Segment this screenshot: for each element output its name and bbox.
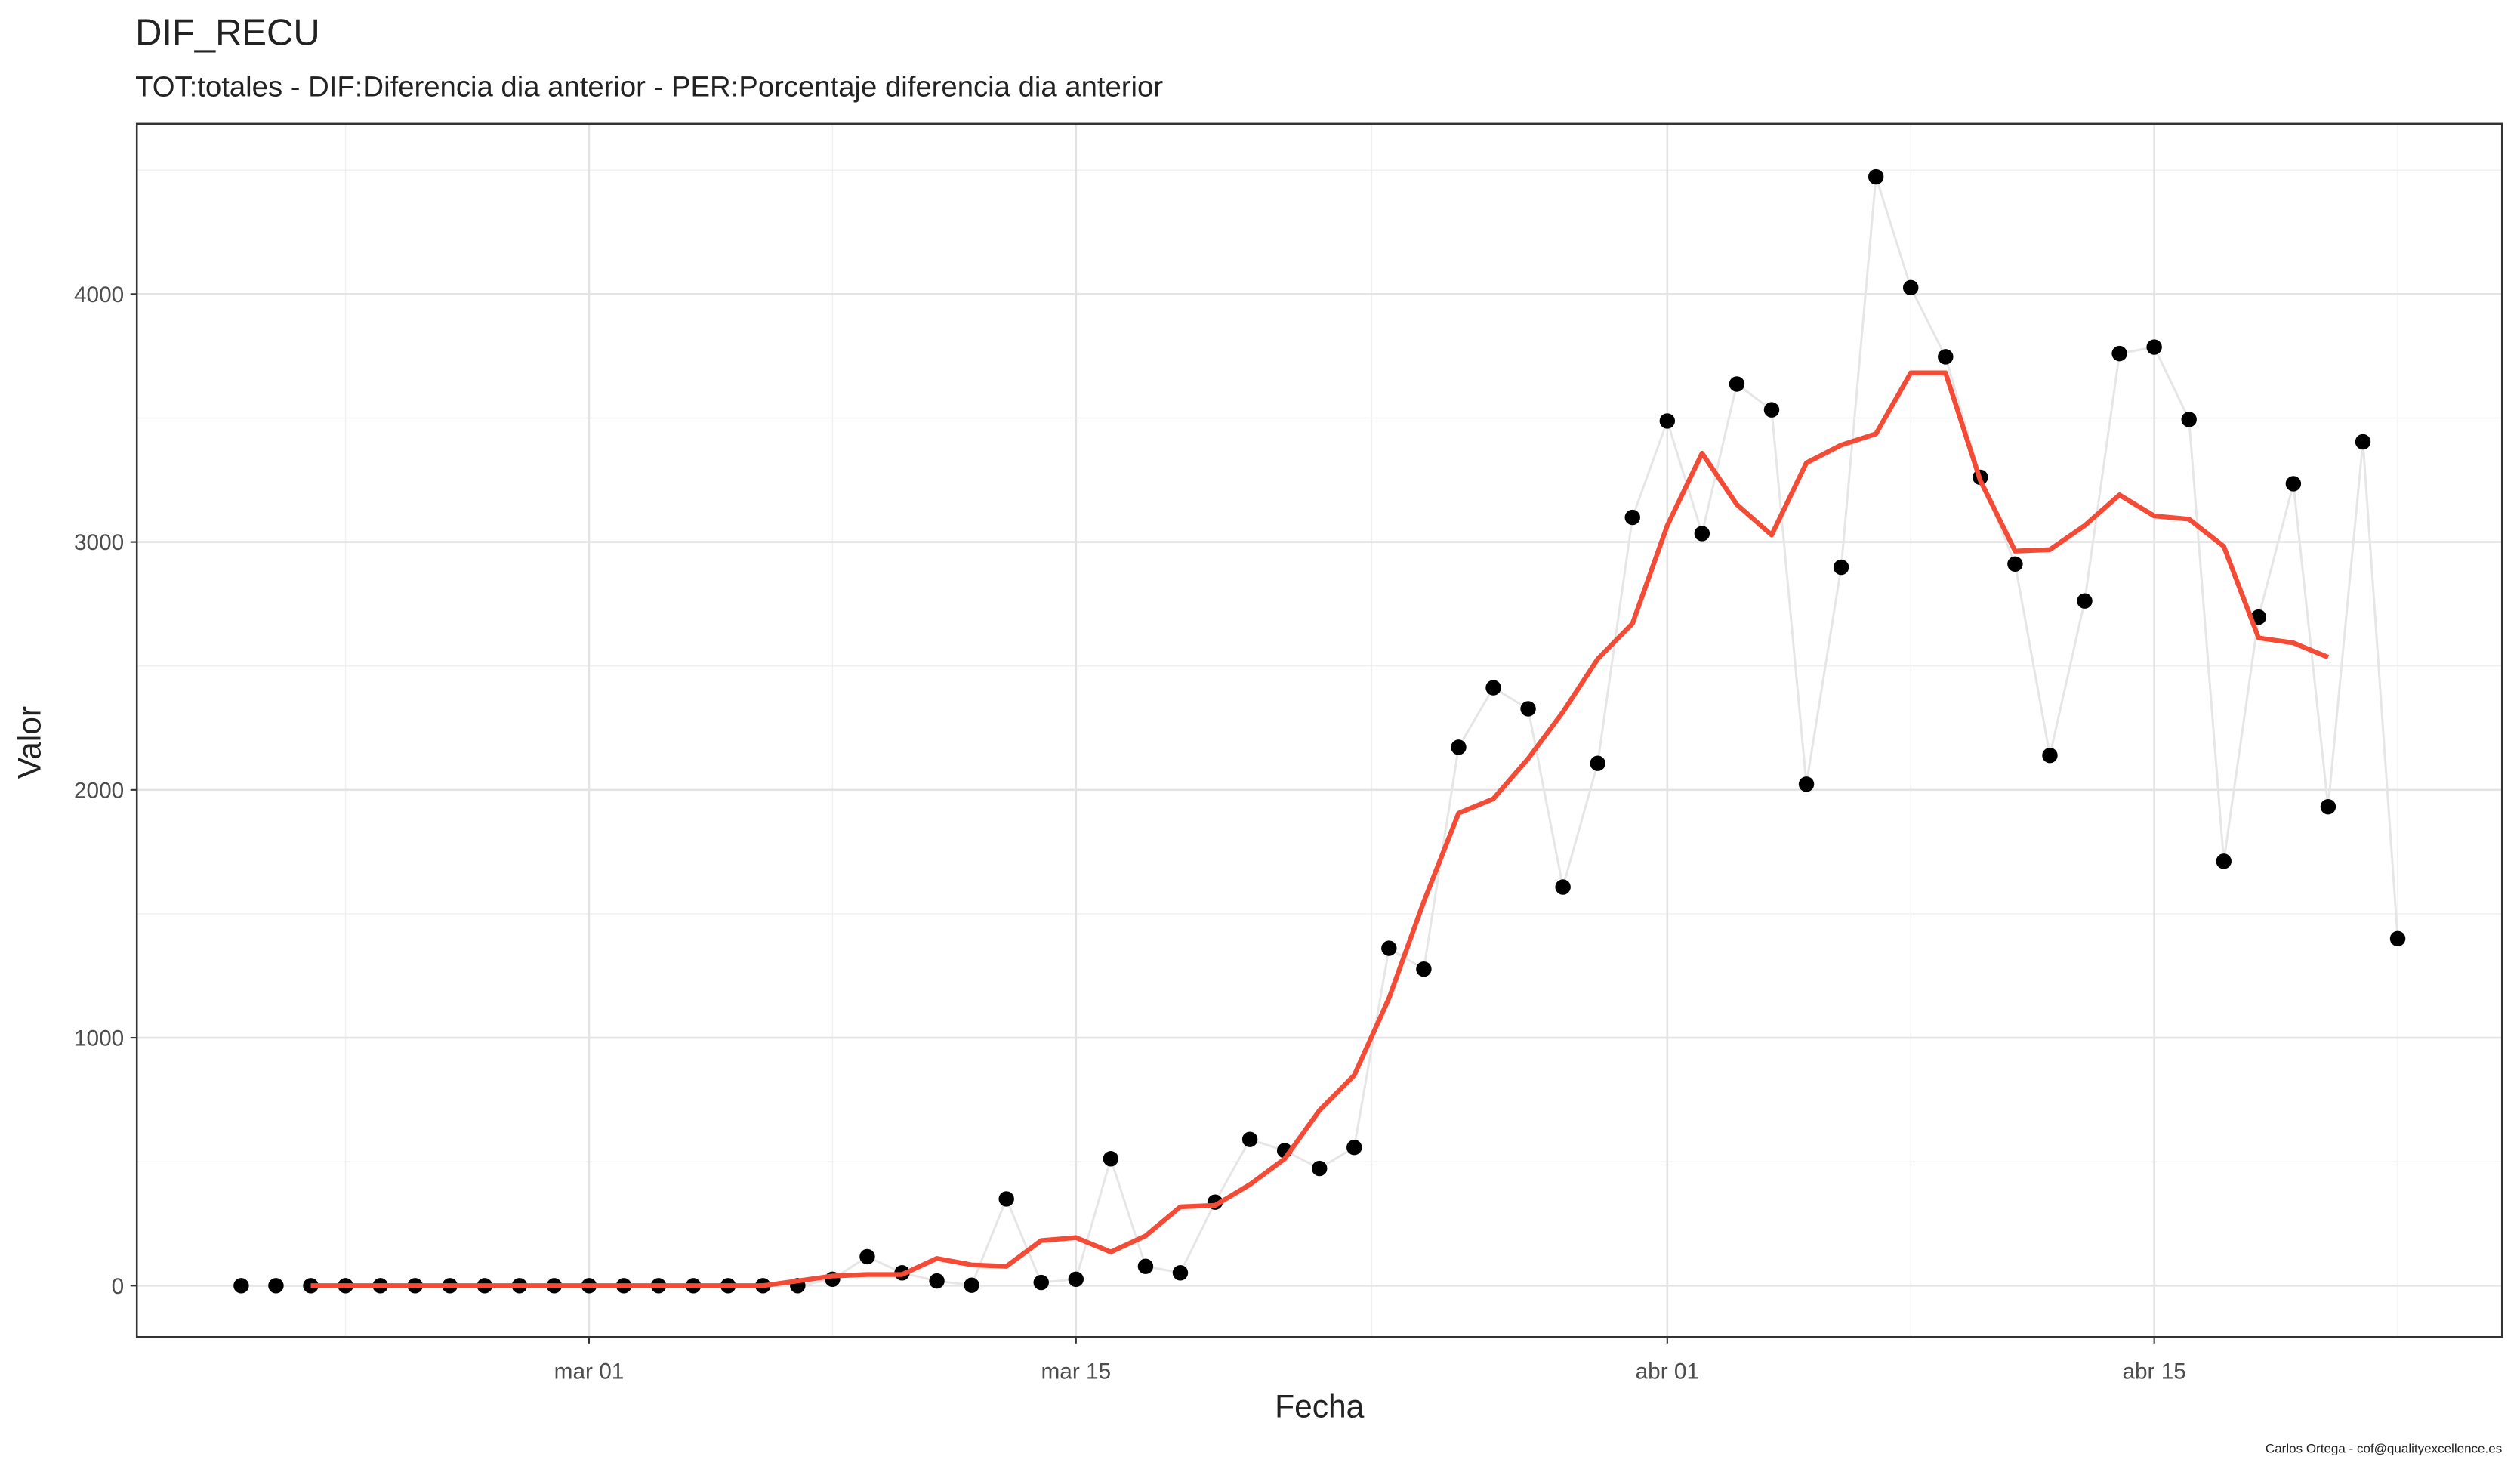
point bbox=[1172, 1265, 1189, 1281]
point bbox=[1381, 940, 1397, 956]
point bbox=[2111, 345, 2127, 362]
x-axis-label: Fecha bbox=[1275, 1389, 1365, 1425]
point bbox=[1798, 776, 1815, 792]
point bbox=[2216, 853, 2232, 869]
point bbox=[1241, 1131, 1258, 1147]
x-tick-label: abr 01 bbox=[1636, 1359, 1699, 1384]
x-tick-label: mar 15 bbox=[1041, 1359, 1111, 1384]
point bbox=[2042, 747, 2058, 764]
moving-average-line bbox=[310, 370, 2330, 1288]
point bbox=[2320, 798, 2336, 815]
point bbox=[1137, 1258, 1154, 1274]
point bbox=[268, 1278, 284, 1294]
point bbox=[1590, 755, 1605, 771]
chart-subtitle: TOT:totales - DIF:Diferencia dia anterio… bbox=[135, 71, 1163, 103]
point bbox=[1833, 559, 1849, 576]
point bbox=[1763, 402, 1780, 418]
point bbox=[1729, 376, 1745, 392]
point bbox=[1659, 413, 1676, 429]
connector-line bbox=[241, 176, 2399, 1287]
point bbox=[2181, 412, 2197, 427]
y-tick-label: 0 bbox=[112, 1274, 125, 1299]
y-tick-label: 4000 bbox=[74, 282, 124, 307]
point bbox=[1938, 349, 1954, 365]
point bbox=[2077, 593, 2093, 609]
point bbox=[1103, 1151, 1119, 1167]
point bbox=[1868, 168, 1884, 185]
point bbox=[929, 1273, 945, 1289]
y-axis-label: Valor bbox=[12, 706, 48, 779]
point bbox=[2007, 556, 2023, 572]
point bbox=[2355, 434, 2371, 450]
x-tick-label: mar 01 bbox=[554, 1359, 625, 1384]
point bbox=[998, 1191, 1014, 1207]
chart-title: DIF_RECU bbox=[135, 13, 320, 54]
point bbox=[1068, 1271, 1084, 1288]
point bbox=[1555, 879, 1571, 895]
point bbox=[1694, 526, 1710, 542]
point bbox=[964, 1277, 979, 1293]
y-tick-label: 2000 bbox=[74, 778, 124, 803]
point bbox=[2250, 609, 2267, 625]
point bbox=[1520, 701, 1536, 717]
point bbox=[1416, 961, 1432, 977]
point bbox=[233, 1278, 249, 1294]
point bbox=[1312, 1160, 1328, 1177]
y-tick-label: 1000 bbox=[74, 1026, 124, 1051]
point bbox=[303, 1278, 319, 1294]
point bbox=[2389, 930, 2406, 946]
y-tick-label: 3000 bbox=[74, 530, 124, 555]
plot-border bbox=[135, 122, 2503, 1338]
point bbox=[1451, 739, 1467, 755]
point bbox=[1346, 1139, 1362, 1156]
point bbox=[1485, 680, 1501, 696]
x-tick-label: abr 15 bbox=[2122, 1359, 2185, 1384]
point bbox=[1033, 1274, 1049, 1291]
point bbox=[859, 1248, 875, 1265]
point bbox=[1624, 509, 1640, 526]
caption: Carlos Ortega - cof@qualityexcellence.es bbox=[2266, 1441, 2502, 1455]
point bbox=[2146, 339, 2162, 355]
point bbox=[2285, 476, 2302, 492]
point bbox=[1903, 279, 1919, 296]
